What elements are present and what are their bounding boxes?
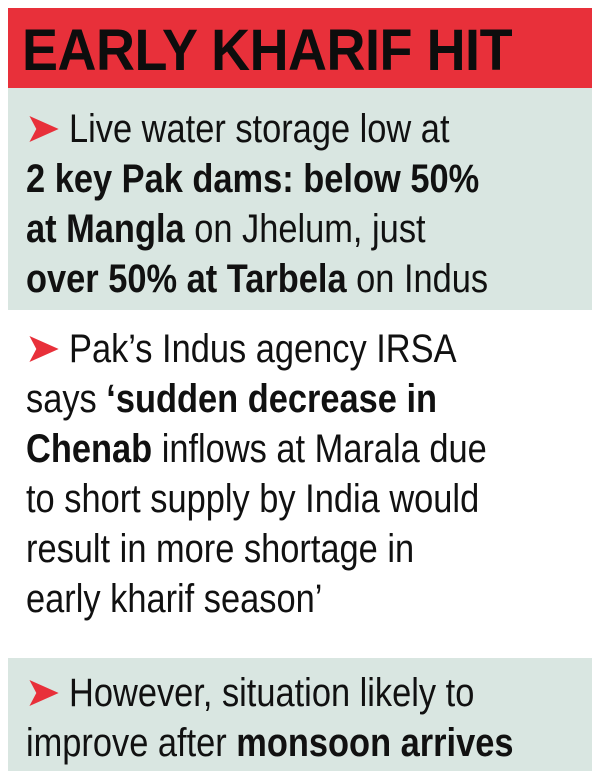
bullet-arrow-icon: [29, 336, 59, 362]
text-line: Chenab inflows at Marala due: [26, 424, 585, 474]
text-line: However, situation likely to: [26, 668, 585, 718]
bold-text: monsoon arrives: [236, 721, 514, 765]
body-text: However, situation likely to: [69, 671, 475, 715]
body-text: early kharif season’: [26, 577, 323, 621]
page-title: EARLY KHARIF HIT: [22, 18, 513, 83]
text-line: result in more shortage in: [26, 524, 585, 574]
bullet-text-1: Live water storage low at 2 key Pak dams:…: [26, 104, 585, 304]
bullet-text-3: However, situation likely to improve afte…: [26, 668, 585, 768]
text-line: 2 key Pak dams: below 50%: [26, 154, 585, 204]
text-line: says ‘sudden decrease in: [26, 374, 585, 424]
bullet-text-2: Pak’s Indus agency IRSA says ‘sudden decr…: [26, 324, 585, 624]
body-text: Live water storage low at: [69, 107, 450, 151]
text-line: at Mangla on Jhelum, just: [26, 204, 585, 254]
bullet-arrow-icon: [29, 680, 59, 706]
bold-text: at Mangla: [26, 207, 185, 251]
bold-text: Chenab: [26, 427, 153, 471]
bold-text: 2 key Pak dams: below 50%: [26, 157, 480, 201]
text-line: early kharif season’: [26, 574, 585, 624]
text-line: to short supply by India would: [26, 474, 585, 524]
body-text: on Jhelum, just: [184, 207, 426, 251]
body-text: Pak’s Indus agency IRSA: [69, 327, 457, 371]
body-text: on Indus: [346, 257, 489, 301]
body-text: result in more shortage in: [26, 527, 415, 571]
body-text: inflows at Marala due: [152, 427, 487, 471]
bullet-panel-1: Live water storage low at 2 key Pak dams:…: [8, 88, 592, 310]
text-line: improve after monsoon arrives: [26, 718, 585, 768]
body-text: says: [26, 377, 107, 421]
bullet-panel-3: However, situation likely to improve afte…: [8, 658, 592, 771]
bullet-panel-2: Pak’s Indus agency IRSA says ‘sudden decr…: [8, 314, 592, 654]
text-line: Pak’s Indus agency IRSA: [26, 324, 585, 374]
body-text: to short supply by India would: [26, 477, 480, 521]
text-line: Live water storage low at: [26, 104, 585, 154]
title-bar: EARLY KHARIF HIT: [8, 8, 592, 88]
content-frame: Live water storage low at 2 key Pak dams:…: [8, 88, 592, 771]
text-line: over 50% at Tarbela on Indus: [26, 254, 585, 304]
bold-text: over 50% at Tarbela: [26, 257, 347, 301]
bullet-arrow-icon: [29, 116, 59, 142]
bold-text: ‘sudden decrease in: [106, 377, 438, 421]
body-text: improve after: [26, 721, 237, 765]
